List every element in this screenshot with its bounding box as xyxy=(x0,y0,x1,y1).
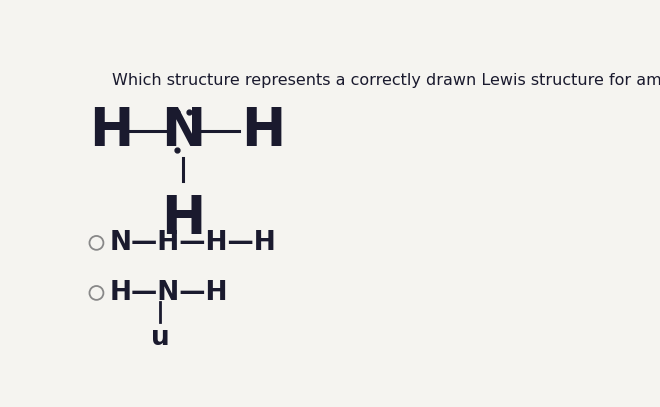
Text: u: u xyxy=(150,325,170,351)
Text: H: H xyxy=(242,105,286,157)
Text: N—H—H—H: N—H—H—H xyxy=(110,230,277,256)
Text: H: H xyxy=(88,105,133,157)
Text: H—N—H: H—N—H xyxy=(110,280,228,306)
Text: N: N xyxy=(161,105,205,157)
Text: H: H xyxy=(161,193,205,245)
Text: Which structure represents a correctly drawn Lewis structure for ammonia (NH₃)?: Which structure represents a correctly d… xyxy=(112,74,660,88)
